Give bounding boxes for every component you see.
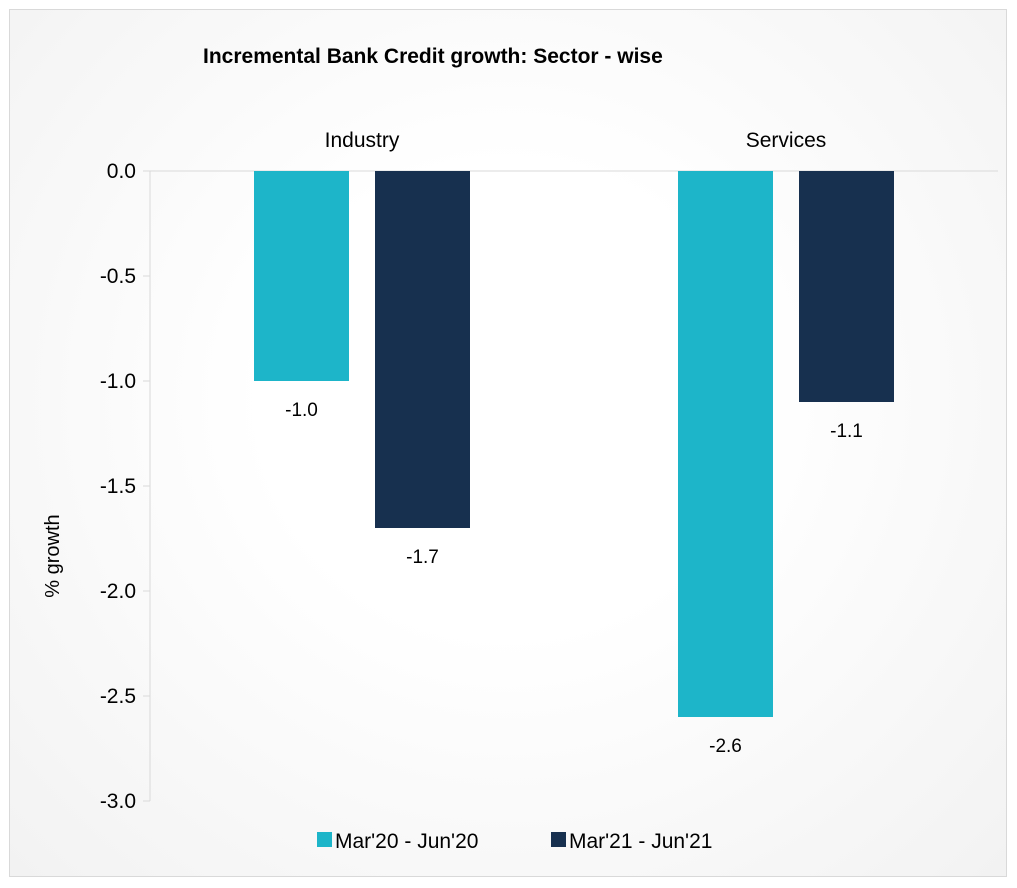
category-label: Industry [325,129,400,152]
legend-label: Mar'20 - Jun'20 [335,830,478,853]
data-label: -1.0 [285,400,318,421]
data-label: -2.6 [709,736,742,757]
bar-chart: Incremental Bank Credit growth: Sector -… [42,45,998,853]
data-label: -1.1 [830,421,863,442]
y-tick-label: -2.0 [100,580,136,603]
legend: Mar'20 - Jun'20 Mar'21 - Jun'21 [317,830,712,853]
legend-swatch [551,832,566,847]
plot-area: 0.0 -0.5 -1.0 -1.5 -2.0 -2.5 -3.0 Industry -1.0 -… [100,129,998,813]
y-tick-label: -2.5 [100,685,136,708]
legend-swatch [317,832,332,847]
bar [254,171,349,381]
bar [799,171,894,402]
y-tick-label: -1.0 [100,370,136,393]
y-tick-label: -1.5 [100,475,136,498]
legend-label: Mar'21 - Jun'21 [569,830,712,853]
category-label: Services [746,129,827,152]
data-label: -1.7 [406,547,439,568]
bar [678,171,773,717]
y-tick-label: -3.0 [100,790,136,813]
y-axis-title: % growth [42,514,64,597]
y-tick-label: -0.5 [100,265,136,288]
bar [375,171,470,528]
chart-title: Incremental Bank Credit growth: Sector -… [203,45,663,68]
y-tick-label: 0.0 [107,160,136,183]
chart-frame: Incremental Bank Credit growth: Sector -… [9,9,1007,877]
